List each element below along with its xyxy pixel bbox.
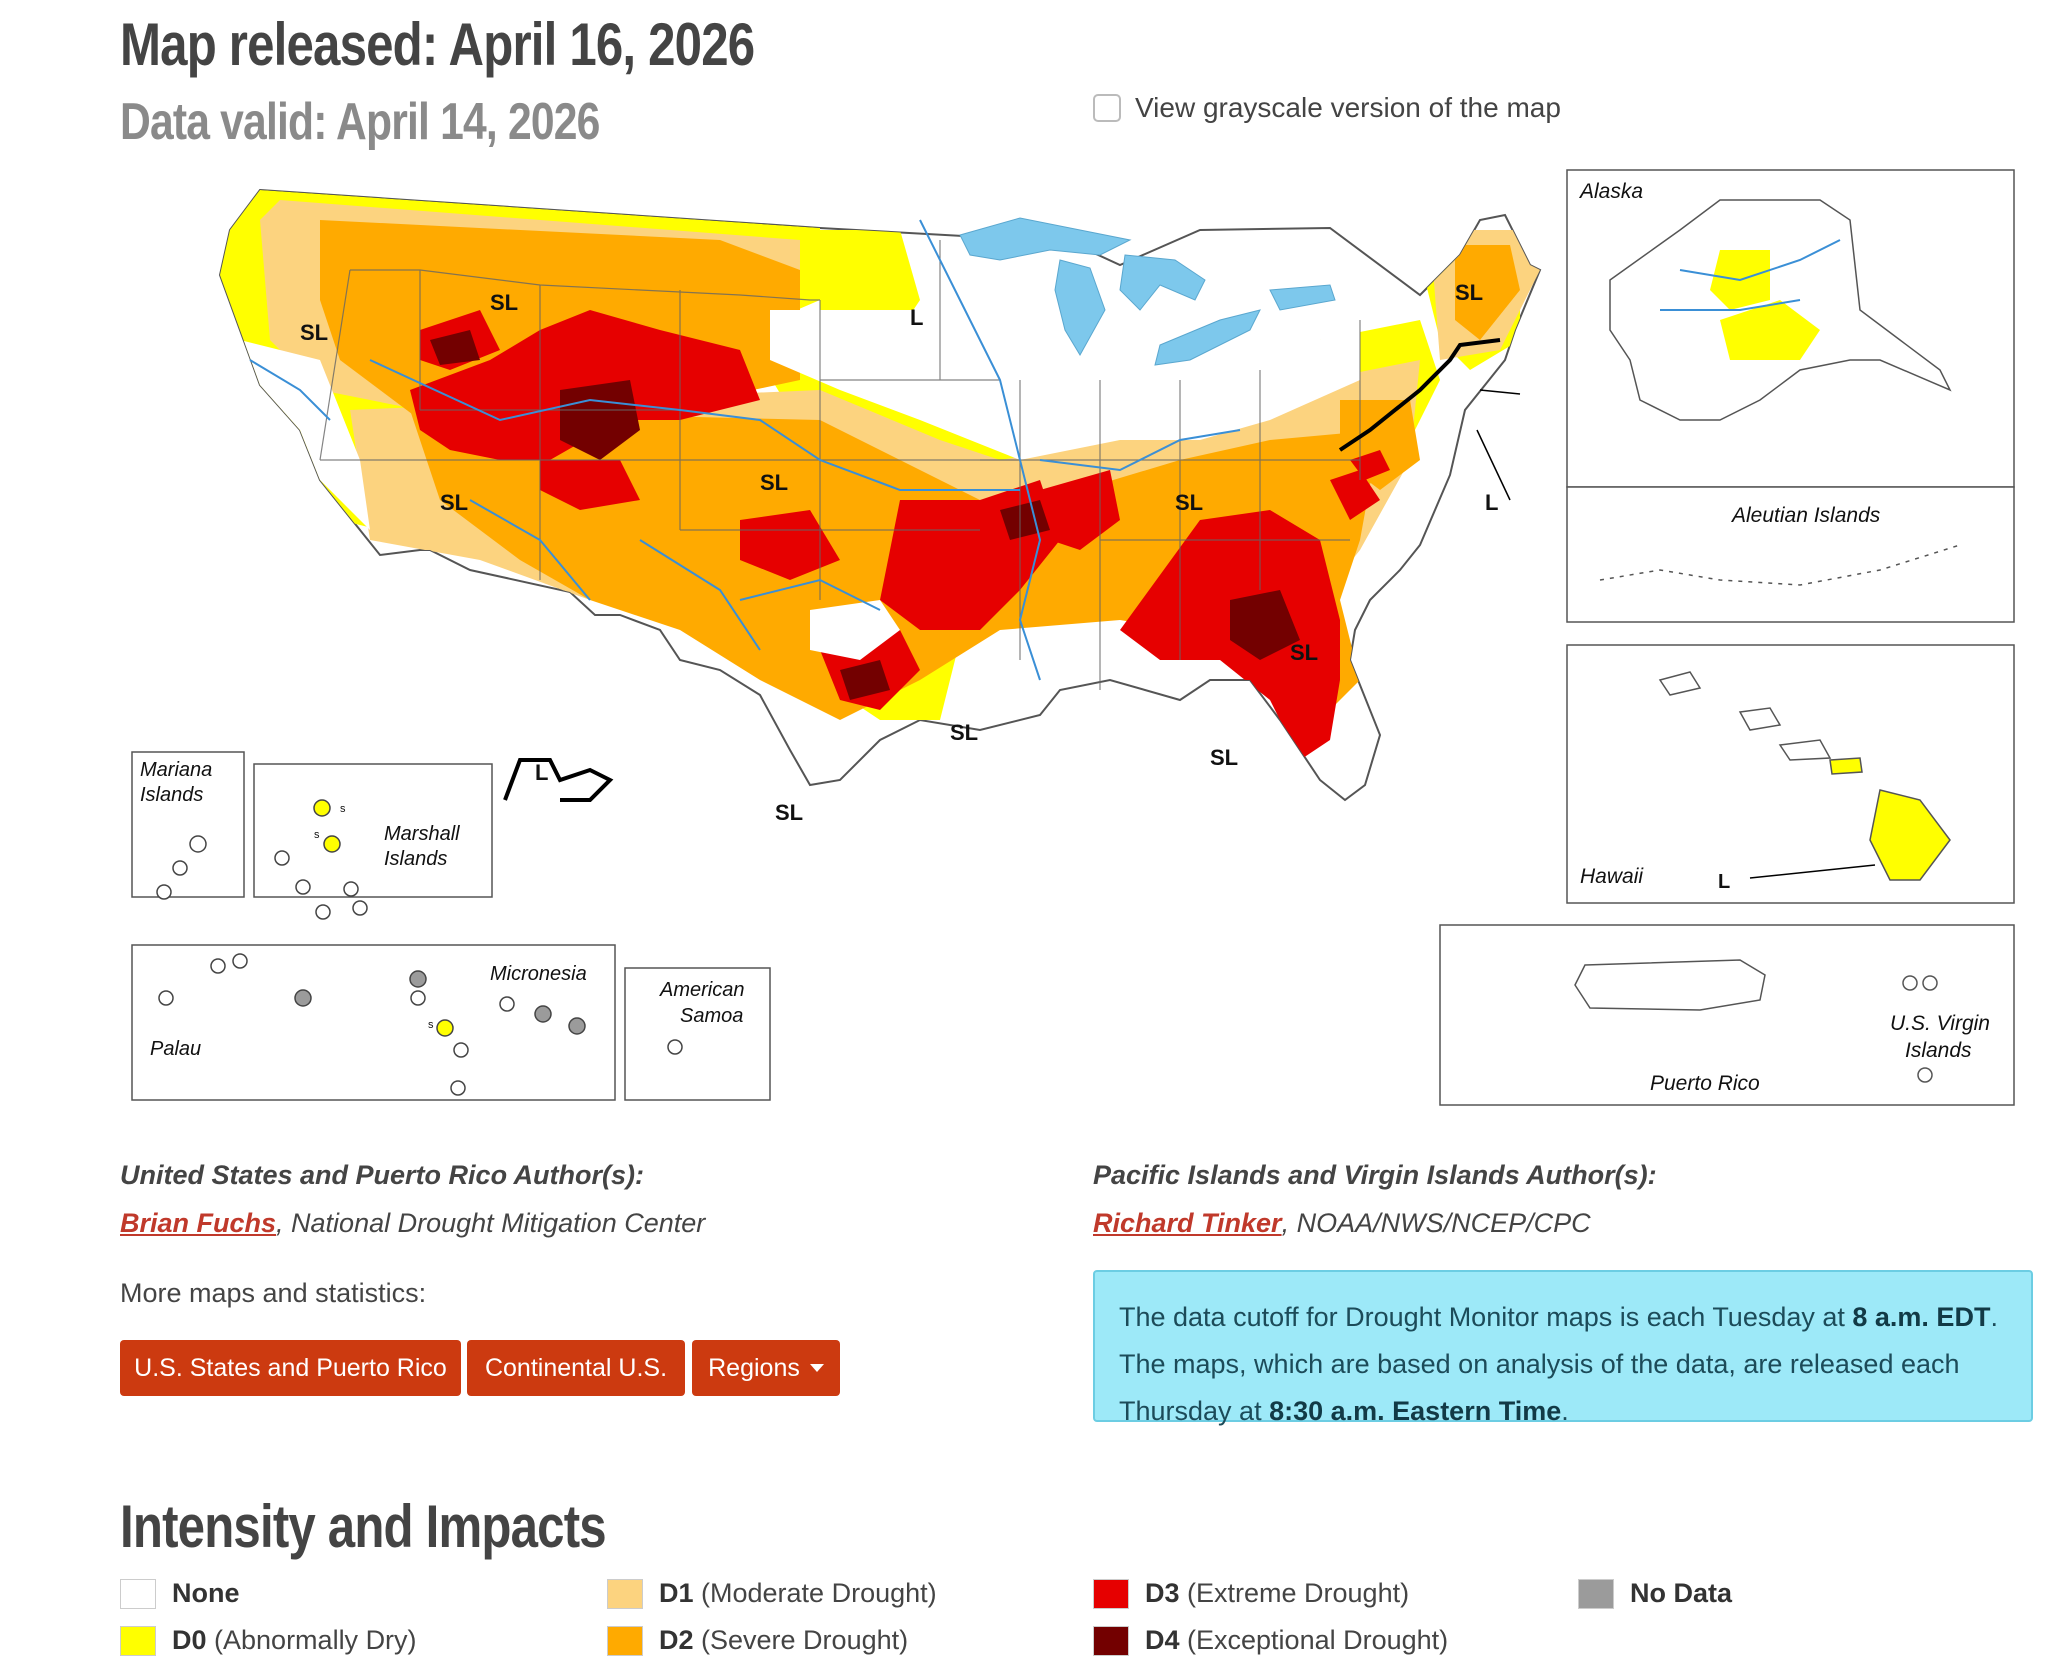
usvi-label-1: U.S. Virgin xyxy=(1890,1012,1990,1035)
legend-swatch xyxy=(1093,1625,1129,1656)
drought-map: SL SL SL SL SL SL SL SL SL SL L L L Alas… xyxy=(131,169,2015,1106)
more-maps-label: More maps and statistics: xyxy=(120,1278,427,1308)
caret-down-icon xyxy=(809,1364,824,1372)
l-label: L xyxy=(535,760,548,785)
s-marker: s xyxy=(314,829,320,841)
marshall-label-2: Islands xyxy=(384,848,447,870)
info-text-2: . The maps, which are based on analysis … xyxy=(1119,1302,1998,1426)
usvi-label-2: Islands xyxy=(1905,1039,1972,1062)
sl-label: SL xyxy=(950,720,978,745)
sl-label: SL xyxy=(1210,745,1238,770)
us-authors-heading: United States and Puerto Rico Author(s): xyxy=(120,1160,645,1190)
grayscale-checkbox[interactable] xyxy=(1093,94,1121,122)
info-bold-1: 8 a.m. EDT xyxy=(1852,1302,1991,1332)
map-released-title: Map released: April 16, 2026 xyxy=(120,11,755,78)
legend-swatch xyxy=(607,1625,643,1656)
info-text-3: . xyxy=(1561,1396,1569,1426)
sl-label: SL xyxy=(300,320,328,345)
hawaii-l-label: L xyxy=(1718,871,1730,893)
mariana-label-2: Islands xyxy=(140,784,203,806)
legend-desc: (Abnormally Dry) xyxy=(206,1625,417,1655)
legend-d0: D0 (Abnormally Dry) xyxy=(120,1625,417,1656)
l-label: L xyxy=(1485,490,1498,515)
us-author-org: , National Drought Mitigation Center xyxy=(276,1208,706,1238)
sl-label: SL xyxy=(775,800,803,825)
legend-d3: D3 (Extreme Drought) xyxy=(1093,1578,1409,1609)
legend-code: D4 xyxy=(1145,1625,1180,1655)
regions-label: Regions xyxy=(708,1353,800,1382)
us-states-button[interactable]: U.S. States and Puerto Rico xyxy=(120,1340,461,1396)
mariana-label-1: Mariana xyxy=(140,759,212,781)
us-author-link[interactable]: Brian Fuchs xyxy=(120,1208,277,1238)
us-author-line: Brian Fuchs, National Drought Mitigation… xyxy=(120,1208,705,1239)
legend-desc: (Exceptional Drought) xyxy=(1179,1625,1449,1655)
legend-swatch xyxy=(1093,1578,1129,1609)
alaska-label: Alaska xyxy=(1578,180,1643,203)
legend-code: D2 xyxy=(659,1625,694,1655)
sl-label: SL xyxy=(440,490,468,515)
l-label: L xyxy=(910,305,923,330)
puerto-rico-inset: Puerto Rico U.S. Virgin Islands xyxy=(1439,924,2015,1106)
marshall-label-1: Marshall xyxy=(384,823,460,845)
legend-swatch xyxy=(120,1625,156,1656)
regions-dropdown[interactable]: Regions xyxy=(692,1340,840,1396)
pi-author-link[interactable]: Richard Tinker xyxy=(1093,1208,1282,1238)
grayscale-label: View grayscale version of the map xyxy=(1135,92,1561,123)
pi-authors-heading: Pacific Islands and Virgin Islands Autho… xyxy=(1093,1160,1657,1190)
pi-author-line: Richard Tinker, NOAA/NWS/NCEP/CPC xyxy=(1093,1208,1591,1239)
legend-none: None xyxy=(120,1578,240,1609)
legend-code: D0 xyxy=(172,1625,207,1655)
legend-code: No Data xyxy=(1630,1578,1733,1608)
hawaii-inset: L Hawaii xyxy=(1566,644,2015,904)
legend-desc: (Extreme Drought) xyxy=(1179,1578,1410,1608)
aleutian-label: Aleutian Islands xyxy=(1730,504,1881,527)
legend-code: D1 xyxy=(659,1578,694,1608)
data-valid-subtitle: Data valid: April 14, 2026 xyxy=(120,93,600,151)
legend-desc: (Severe Drought) xyxy=(693,1625,909,1655)
hawaii-label: Hawaii xyxy=(1580,865,1644,888)
sl-label: SL xyxy=(1175,490,1203,515)
micronesia-label: Micronesia xyxy=(490,963,587,985)
legend-swatch xyxy=(607,1578,643,1609)
legend-swatch xyxy=(120,1578,156,1609)
sl-label: SL xyxy=(1290,640,1318,665)
sl-label: SL xyxy=(1455,280,1483,305)
samoa-label-2: Samoa xyxy=(680,1005,743,1027)
s-marker: s xyxy=(340,803,346,815)
legend-no-data: No Data xyxy=(1578,1578,1732,1609)
sl-label: SL xyxy=(490,290,518,315)
legend-d2: D2 (Severe Drought) xyxy=(607,1625,908,1656)
s-marker: s xyxy=(428,1019,434,1031)
pi-author-org: , NOAA/NWS/NCEP/CPC xyxy=(1281,1208,1591,1238)
alaska-inset: Alaska Aleutian Islands xyxy=(1566,169,2015,623)
data-cutoff-info: The data cutoff for Drought Monitor maps… xyxy=(1093,1270,2033,1426)
continental-us-button[interactable]: Continental U.S. xyxy=(467,1340,685,1396)
legend-d1: D1 (Moderate Drought) xyxy=(607,1578,937,1609)
grayscale-toggle[interactable]: View grayscale version of the map xyxy=(1093,92,1561,124)
palau-label: Palau xyxy=(150,1038,201,1060)
legend-d4: D4 (Exceptional Drought) xyxy=(1093,1625,1448,1656)
intensity-title: Intensity and Impacts xyxy=(120,1493,607,1560)
puerto-rico-label: Puerto Rico xyxy=(1650,1072,1760,1095)
samoa-label-1: American xyxy=(659,979,744,1001)
info-text-1: The data cutoff for Drought Monitor maps… xyxy=(1119,1302,1853,1332)
legend-code: D3 xyxy=(1145,1578,1180,1608)
sl-label: SL xyxy=(760,470,788,495)
info-bold-2: 8:30 a.m. Eastern Time xyxy=(1269,1396,1562,1426)
legend-code: None xyxy=(172,1578,240,1608)
legend-desc: (Moderate Drought) xyxy=(693,1578,937,1608)
legend-swatch xyxy=(1578,1578,1614,1609)
